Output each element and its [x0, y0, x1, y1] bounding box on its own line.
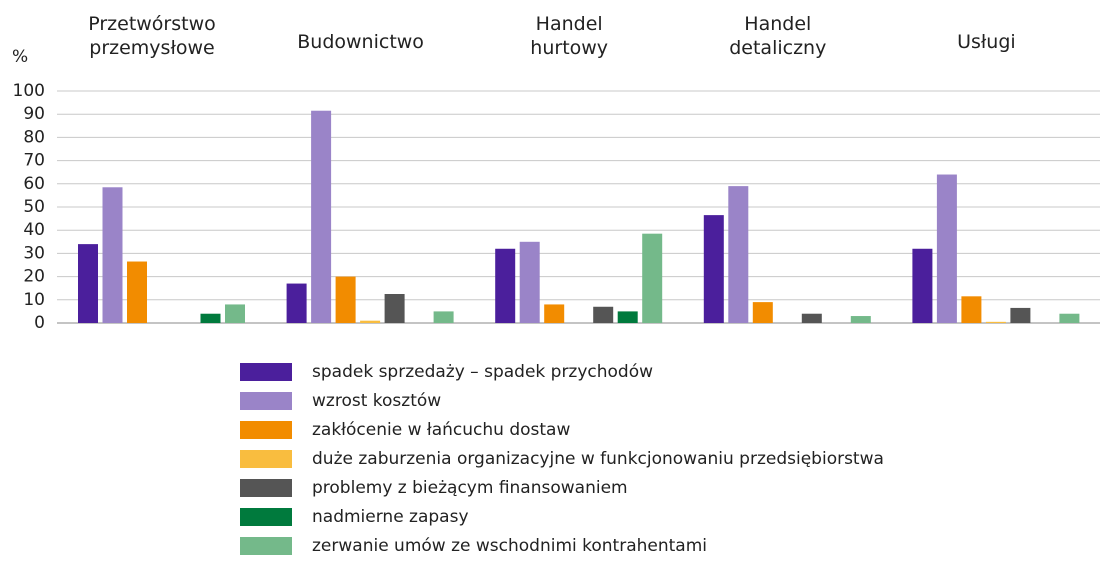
- y-tick-label: 10: [23, 290, 45, 310]
- bar: [961, 296, 982, 323]
- bar: [286, 283, 307, 323]
- legend-swatch: [240, 363, 292, 381]
- bar: [1010, 307, 1031, 323]
- category-label: Przetwórstwo przemysłowe: [88, 13, 216, 59]
- category-label: Handel hurtowy: [530, 13, 609, 59]
- category-label: Usługi: [957, 31, 1016, 53]
- bar: [519, 241, 540, 323]
- y-tick-label: 20: [23, 267, 45, 287]
- y-tick-label: 70: [23, 151, 45, 171]
- bar: [1059, 313, 1080, 323]
- bar: [127, 261, 147, 323]
- bar: [544, 304, 565, 323]
- bar: [225, 304, 245, 323]
- bar: [728, 186, 749, 323]
- y-tick-label: 50: [23, 197, 45, 217]
- legend-label: spadek sprzedaży – spadek przychodów: [312, 362, 653, 382]
- legend-label: duże zaburzenia organizacyjne w funkcjon…: [312, 449, 884, 469]
- bar: [433, 311, 454, 323]
- y-tick-label: 100: [13, 81, 45, 101]
- category-label: Budownictwo: [297, 31, 424, 53]
- bar: [642, 233, 663, 323]
- bar: [495, 248, 516, 323]
- bar: [985, 321, 1006, 323]
- legend-swatch: [240, 450, 292, 468]
- legend-swatch: [240, 508, 292, 526]
- legend-label: wzrost kosztów: [312, 391, 441, 411]
- legend-swatch: [240, 421, 292, 439]
- bar: [102, 187, 123, 323]
- y-tick-label: 90: [23, 104, 45, 124]
- legend-label: problemy z bieżącym finansowaniem: [312, 478, 628, 498]
- y-tick-label: 60: [23, 174, 45, 194]
- bar: [78, 244, 98, 323]
- bar: [200, 313, 221, 323]
- bar: [335, 276, 356, 323]
- bar: [752, 302, 773, 323]
- y-tick-label: 80: [23, 127, 45, 147]
- legend-label: nadmierne zapasy: [312, 507, 469, 527]
- bar: [384, 294, 405, 323]
- legend-label: zerwanie umów ze wschodnimi kontrahentam…: [312, 536, 707, 556]
- bar: [703, 215, 724, 323]
- y-tick-label: 40: [23, 220, 45, 240]
- legend-label: zakłócenie w łańcuchu dostaw: [312, 420, 570, 440]
- bar: [912, 248, 933, 323]
- bar: [801, 313, 822, 323]
- legend-swatch: [240, 392, 292, 410]
- y-axis-label: %: [12, 47, 28, 67]
- bar: [850, 316, 871, 323]
- legend-swatch: [240, 479, 292, 497]
- category-label: Handel detaliczny: [729, 13, 827, 59]
- y-tick-label: 0: [34, 313, 45, 333]
- bar: [311, 110, 332, 323]
- bar: [593, 306, 614, 323]
- bar: [617, 311, 638, 323]
- bar: [360, 320, 381, 323]
- legend-swatch: [240, 537, 292, 555]
- y-tick-label: 30: [23, 243, 45, 263]
- bar: [936, 174, 957, 323]
